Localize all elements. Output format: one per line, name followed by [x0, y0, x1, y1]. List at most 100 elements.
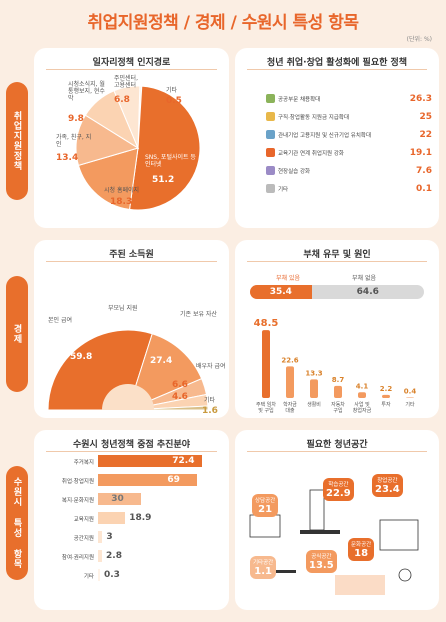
debt-reason-value-6: 0.4 [404, 387, 417, 395]
debt-yes-label: 부채 있음 [276, 275, 300, 282]
focus-bar-value: 69 [167, 475, 180, 485]
policy-row: 공공부문 채용확대 26.3 [266, 92, 432, 105]
pie1-value-5: 0.5 [166, 96, 182, 106]
focus-bar-label: 복지·문화지원 [61, 498, 94, 504]
debt-reason-bar-4 [358, 392, 366, 398]
space-bubble: 학습공간 22.9 [323, 478, 354, 501]
space-name: 문화공간 [351, 542, 372, 548]
debt-reason-label-0: 주택 임차 및 구입 [256, 401, 276, 414]
pie2-value-0: 59.8 [70, 352, 93, 362]
debt-reason-label-5: 투자 [381, 401, 391, 408]
pie2-label-1: 부모님 지원 [108, 305, 138, 312]
policy-row: 기타 0.1 [266, 182, 432, 195]
policy-value: 0.1 [416, 183, 432, 194]
debt-reason-value-0: 48.5 [254, 318, 279, 329]
debt-reason-label-6: 기타 [405, 401, 415, 408]
focus-bar-label: 주거복지 [73, 460, 94, 466]
policy-label: 공공부문 채용확대 [278, 96, 321, 103]
debt-reason-label-3: 자동차 구입 [331, 401, 345, 414]
focus-bar [98, 569, 100, 581]
debt-yes-bar: 35.4 [250, 285, 312, 299]
pie1-label-3: 시청소식지, 월통행보지, 현수막 [68, 81, 105, 102]
space-value: 13.5 [309, 560, 334, 571]
space-illustration [249, 489, 419, 595]
policy-value: 25 [419, 111, 432, 122]
space-value: 18 [354, 548, 369, 559]
debt-reason-bar-1 [286, 366, 294, 398]
policy-label: 교육기관 연계 취업지원 강화 [278, 150, 344, 157]
pie1-slice-1 [77, 147, 139, 210]
section-label-employment: 취업지원정책 [6, 82, 28, 200]
debt-reason-bar-6 [406, 397, 414, 398]
policy-value: 22 [419, 129, 432, 140]
pie1-slice-4 [113, 85, 141, 149]
policy-icon [266, 130, 275, 139]
pie2-slice-1 [127, 333, 203, 411]
pie2-label-0: 본인 급여 [48, 317, 72, 324]
pie1-label-5: 기타 [166, 87, 178, 94]
policy-value: 26.3 [409, 93, 432, 104]
income-title: 주된 소득원 [109, 250, 154, 260]
pie2-label-2: 기존 보유 자산 [180, 311, 217, 318]
policy-row: 관내기업 고용지원 및 신규기업 유치확대 22 [266, 128, 432, 141]
debt-reason-bar-0 [262, 330, 270, 398]
space-value: 1.1 [254, 566, 272, 577]
policy-icon [266, 94, 275, 103]
space-title: 필요한 청년공간 [306, 440, 368, 450]
policy-icon [266, 184, 275, 193]
debt-reason-label-2: 생활비 [307, 401, 321, 408]
focus-bar-label: 교육지원 [73, 517, 94, 523]
debt-reason-bar-3 [334, 385, 342, 398]
pie1-value-0: 51.2 [152, 175, 175, 185]
pie1-label-2: 가족, 친구, 지인 [56, 134, 92, 148]
policy-row: 현장실습 강화 7.6 [266, 164, 432, 177]
policy-row: 구직·창업활동 지원금 지급확대 25 [266, 110, 432, 123]
debt-no-label: 부채 없음 [352, 275, 376, 282]
awareness-title: 일자리정책 인지경로 [92, 58, 171, 68]
focus-bar [98, 512, 126, 524]
policy-icon [266, 166, 275, 175]
debt-title: 부채 유무 및 원인 [303, 250, 371, 260]
focus-bar [98, 531, 103, 543]
pie1-value-3: 9.8 [68, 114, 84, 124]
section-label-suwon: 수원시 특성 항목 [6, 466, 28, 580]
debt-reason-bar-2 [310, 379, 318, 398]
debt-reason-value-3: 8.7 [332, 376, 345, 384]
focus-bar [98, 474, 198, 486]
focus-bar [98, 455, 203, 467]
focus-bar [98, 493, 142, 505]
space-name: 기타공간 [253, 560, 274, 566]
pie1-label-1: 시청 홈페이지 [104, 187, 140, 194]
focus-bar-label: 취업·창업지원 [61, 479, 94, 485]
focus-bar-label: 참여·권리지원 [61, 555, 94, 561]
policy-label: 현장실습 강화 [278, 168, 311, 175]
space-value: 21 [258, 504, 273, 515]
space-name: 학습공간 [328, 482, 349, 488]
policy-label: 구직·창업활동 지원금 지급확대 [278, 114, 350, 121]
debt-reason-value-4: 4.1 [356, 382, 369, 390]
section-label-economy: 경제 [6, 276, 28, 392]
focus-bar-value: 18.9 [129, 513, 152, 523]
policy-row: 교육기관 연계 취업지원 강화 19.1 [266, 146, 432, 159]
debt-reason-label-1: 학자금 대출 [283, 401, 297, 414]
pie2-label-3: 배우자 급여 [196, 363, 226, 370]
pie1-value-1: 18.3 [110, 197, 133, 207]
space-bubble: 창업공간 23.4 [372, 474, 403, 497]
page-title: 취업지원정책 / 경제 / 수원시 특성 항목 [87, 13, 359, 33]
pie1-value-2: 13.4 [56, 153, 79, 163]
space-name: 창업공간 [377, 478, 398, 484]
unit-label: (단위: %) [406, 36, 432, 43]
focus-bar-value: 72.4 [172, 456, 195, 466]
debt-reason-value-1: 22.6 [281, 356, 298, 364]
space-bubble: 상담공간 21 [252, 494, 279, 517]
focus-bar [98, 550, 103, 562]
pie2-value-4: 1.6 [202, 406, 218, 416]
pie1-slice-0 [128, 85, 201, 211]
pie2-label-4: 기타 [204, 397, 216, 404]
pie2-value-1: 27.4 [150, 356, 173, 366]
space-bubble: 문화공간 18 [348, 538, 375, 561]
pie2-value-3: 4.6 [172, 392, 188, 402]
